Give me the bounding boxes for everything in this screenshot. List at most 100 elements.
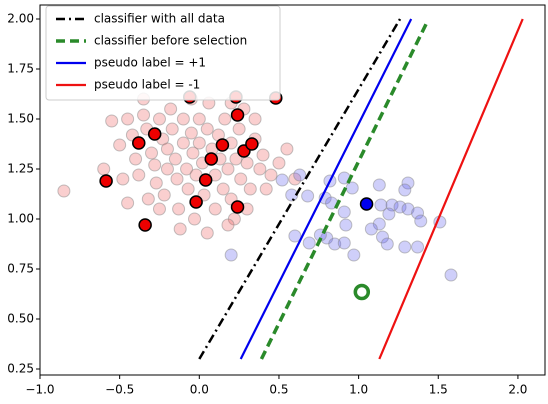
point [224,248,238,262]
point [145,146,159,160]
point [339,218,353,232]
point [176,112,190,126]
point [374,198,388,212]
point [172,202,186,216]
y-tick-label: 0.50 [7,312,34,326]
point [97,162,111,176]
point [173,222,187,236]
point [189,195,203,209]
legend-label: pseudo label = +1 [94,56,206,70]
point [380,237,394,251]
point [382,207,396,221]
point [57,184,71,198]
legend-label: pseudo label = -1 [94,78,200,92]
point [160,162,174,176]
point [393,200,407,214]
point [137,108,151,122]
point [248,112,262,126]
point [105,114,119,128]
point [141,192,155,206]
point [215,138,230,152]
point [129,152,143,166]
legend-label: classifier before selection [94,34,247,48]
point [353,283,371,301]
line [198,18,402,360]
point [372,178,386,192]
x-tick-label: 1.0 [349,383,368,397]
point [398,183,412,197]
point [444,268,458,282]
point [347,248,361,262]
point [230,108,245,122]
point [275,173,289,187]
point [411,240,425,254]
y-tick-label: 0.25 [7,362,34,376]
point [253,162,267,176]
point [359,197,374,211]
point [121,196,135,210]
point [152,202,166,216]
point [180,162,194,176]
point [264,168,278,182]
point [234,172,248,186]
point [184,126,198,140]
point [188,212,202,226]
point [165,122,179,136]
point [148,158,162,172]
point [208,202,222,216]
y-tick-label: 1.25 [7,162,34,176]
point [198,173,213,187]
point [411,206,425,220]
plot-frame [39,4,546,376]
point [160,142,174,156]
point [113,138,127,152]
point [243,182,257,196]
point [256,148,270,162]
point [372,217,386,231]
point [221,162,235,176]
point [149,176,163,190]
point [121,112,135,126]
point [186,146,200,160]
legend-label: classifier with all data [94,12,225,26]
point [280,142,294,156]
x-tick-label: −0.5 [105,383,134,397]
point [176,136,190,150]
point [138,218,152,232]
line [239,18,413,360]
point [168,152,182,166]
x-tick-label: 1.5 [429,383,448,397]
point [132,168,146,182]
y-tick-label: 0.75 [7,262,34,276]
point [152,112,166,126]
point [218,112,232,126]
point [232,122,246,136]
point [337,205,351,219]
y-tick-label: 1.75 [7,62,34,76]
point [401,176,415,190]
point [272,156,286,170]
y-tick-label: 1.00 [7,212,34,226]
point [170,172,184,186]
point [364,222,378,236]
line [259,21,429,360]
point [285,188,299,202]
point [302,236,316,250]
x-tick-label: 2.0 [508,383,527,397]
line [378,18,524,360]
point [164,102,178,116]
point [181,182,195,196]
y-tick-label: 2.00 [7,12,34,26]
point [229,152,243,166]
point [376,230,390,244]
point [259,182,273,196]
point [200,122,214,136]
point [337,236,351,250]
point [240,156,254,170]
point [216,182,230,196]
point [116,172,130,186]
point [221,218,235,232]
point [328,237,342,251]
point [401,202,415,216]
